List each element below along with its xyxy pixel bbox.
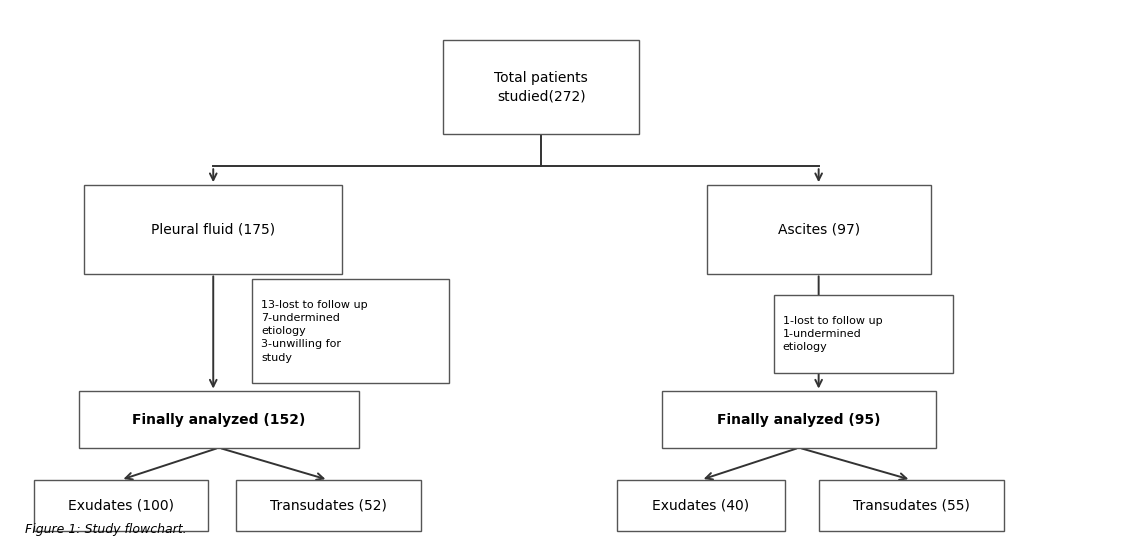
FancyBboxPatch shape <box>85 185 342 274</box>
Text: 13-lost to follow up
7-undermined
etiology
3-unwilling for
study: 13-lost to follow up 7-undermined etiolo… <box>262 300 368 363</box>
Text: Exudates (100): Exudates (100) <box>67 498 174 513</box>
Text: Pleural fluid (175): Pleural fluid (175) <box>151 222 276 236</box>
Text: Total patients
studied(272): Total patients studied(272) <box>494 71 588 103</box>
Text: Ascites (97): Ascites (97) <box>778 222 859 236</box>
Text: Figure 1: Study flowchart.: Figure 1: Study flowchart. <box>25 523 186 536</box>
FancyBboxPatch shape <box>707 185 931 274</box>
Text: Transudates (52): Transudates (52) <box>270 498 387 513</box>
FancyBboxPatch shape <box>617 480 785 531</box>
Text: Finally analyzed (95): Finally analyzed (95) <box>717 412 881 427</box>
FancyBboxPatch shape <box>773 295 953 373</box>
Text: Finally analyzed (152): Finally analyzed (152) <box>133 412 305 427</box>
FancyBboxPatch shape <box>236 480 421 531</box>
Text: 1-lost to follow up
1-undermined
etiology: 1-lost to follow up 1-undermined etiolog… <box>782 316 882 352</box>
FancyBboxPatch shape <box>443 40 639 134</box>
FancyBboxPatch shape <box>819 480 1003 531</box>
FancyBboxPatch shape <box>34 480 207 531</box>
FancyBboxPatch shape <box>253 279 448 383</box>
FancyBboxPatch shape <box>661 392 936 447</box>
Text: Transudates (55): Transudates (55) <box>852 498 970 513</box>
Text: Exudates (40): Exudates (40) <box>652 498 749 513</box>
FancyBboxPatch shape <box>79 392 359 447</box>
